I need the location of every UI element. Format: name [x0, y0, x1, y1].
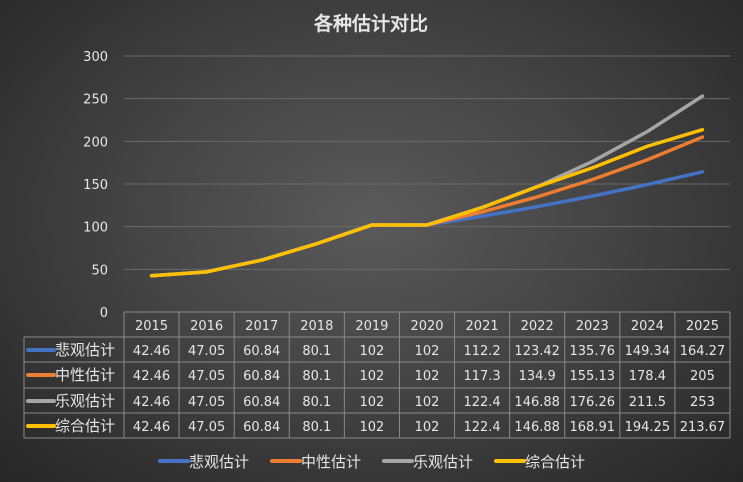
- table-cell: 112.2: [463, 344, 500, 359]
- table-cell: 42.46: [133, 369, 170, 384]
- y-tick-label: 0: [100, 306, 108, 321]
- table-series-label: 中性估计: [55, 366, 115, 384]
- table-cell: 60.84: [243, 344, 280, 359]
- table-cell: 253: [690, 395, 715, 410]
- table-cell: 146.88: [514, 420, 560, 435]
- table-cell: 213.67: [680, 420, 726, 435]
- table-cell: 149.34: [625, 344, 671, 359]
- table-cell: 47.05: [188, 344, 225, 359]
- table-series-label: 综合估计: [55, 417, 115, 435]
- chart-title: 各种估计对比: [313, 12, 428, 35]
- y-tick-label: 100: [83, 221, 108, 236]
- x-tick-label: 2022: [521, 319, 554, 334]
- table-cell: 176.26: [570, 395, 616, 410]
- table-cell: 134.9: [519, 369, 556, 384]
- table-cell: 80.1: [302, 344, 331, 359]
- y-tick-label: 300: [83, 50, 108, 65]
- table-cell: 102: [415, 344, 440, 359]
- table-cell: 60.84: [243, 369, 280, 384]
- table-cell: 102: [359, 420, 384, 435]
- x-tick-label: 2019: [355, 319, 388, 334]
- table-cell: 80.1: [302, 395, 331, 410]
- series-line: [149, 94, 705, 278]
- table-cell: 102: [359, 395, 384, 410]
- table-cell: 122.4: [463, 420, 500, 435]
- table-cell: 135.76: [570, 344, 616, 359]
- x-tick-label: 2025: [686, 319, 719, 334]
- table-cell: 122.4: [463, 395, 500, 410]
- table-cell: 205: [690, 369, 715, 384]
- table-cell: 102: [415, 420, 440, 435]
- table-cell: 178.4: [629, 369, 666, 384]
- x-tick-label: 2020: [410, 319, 443, 334]
- x-tick-label: 2021: [466, 319, 499, 334]
- legend-label: 中性估计: [301, 453, 361, 471]
- table-cell: 80.1: [302, 420, 331, 435]
- legend-label: 综合估计: [525, 453, 585, 471]
- table-series-label: 悲观估计: [55, 341, 115, 359]
- table-cell: 123.42: [514, 344, 560, 359]
- table-cell: 42.46: [133, 344, 170, 359]
- table-cell: 164.27: [680, 344, 726, 359]
- table-cell: 80.1: [302, 369, 331, 384]
- x-tick-label: 2017: [245, 319, 278, 334]
- table-cell: 194.25: [625, 420, 671, 435]
- x-tick-label: 2024: [631, 319, 664, 334]
- x-tick-label: 2016: [190, 319, 223, 334]
- table-cell: 47.05: [188, 420, 225, 435]
- table-cell: 60.84: [243, 420, 280, 435]
- table-cell: 102: [359, 344, 384, 359]
- table-cell: 117.3: [463, 369, 500, 384]
- y-tick-label: 250: [83, 93, 108, 108]
- table-cell: 102: [415, 369, 440, 384]
- y-tick-label: 200: [83, 135, 108, 150]
- y-tick-label: 50: [91, 263, 108, 278]
- x-tick-label: 2023: [576, 319, 609, 334]
- table-cell: 102: [415, 395, 440, 410]
- y-tick-label: 150: [83, 178, 108, 193]
- table-cell: 47.05: [188, 395, 225, 410]
- table-cell: 60.84: [243, 395, 280, 410]
- table-cell: 146.88: [514, 395, 560, 410]
- x-tick-label: 2018: [300, 319, 333, 334]
- table-cell: 102: [359, 369, 384, 384]
- table-cell: 168.91: [570, 420, 616, 435]
- table-cell: 42.46: [133, 420, 170, 435]
- legend-label: 乐观估计: [413, 453, 473, 471]
- table-cell: 42.46: [133, 395, 170, 410]
- table-cell: 47.05: [188, 369, 225, 384]
- table-cell: 211.5: [629, 395, 666, 410]
- legend-label: 悲观估计: [189, 453, 249, 471]
- table-cell: 155.13: [570, 369, 616, 384]
- series-line: [149, 127, 705, 278]
- x-tick-label: 2015: [135, 319, 168, 334]
- table-series-label: 乐观估计: [55, 392, 115, 410]
